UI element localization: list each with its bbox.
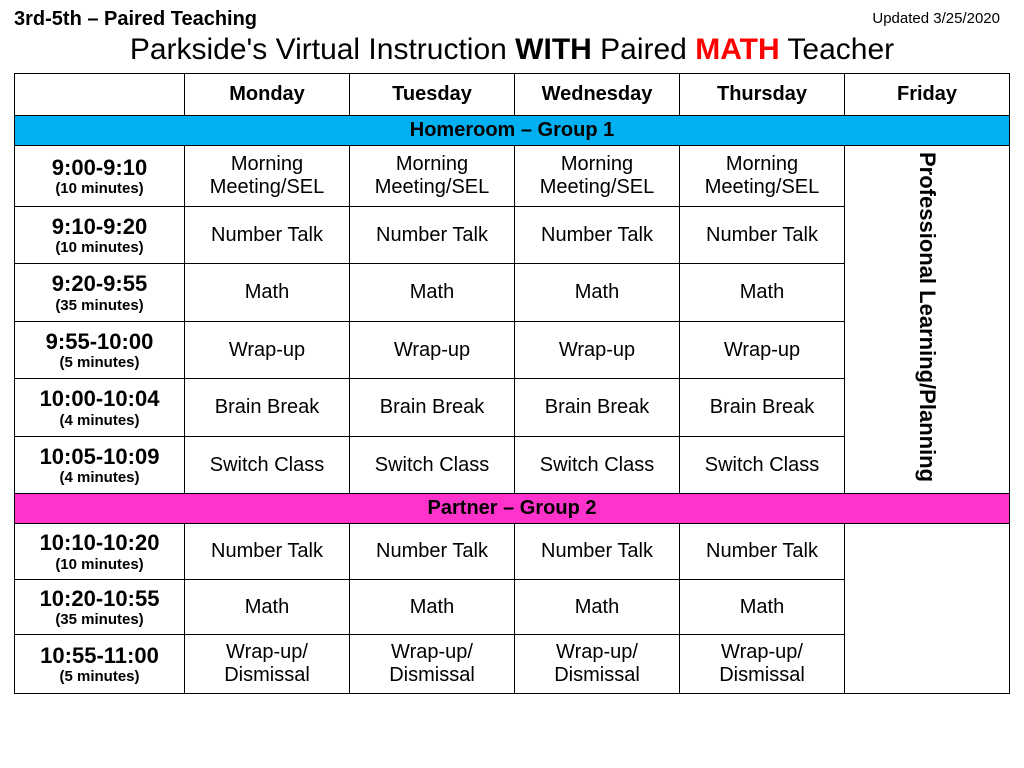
time-cell: 10:00-10:04 (4 minutes) [15,379,185,436]
cell-thu: Math [680,579,845,635]
banner-group2: Partner – Group 2 [15,494,1010,524]
header-row: Monday Tuesday Wednesday Thursday Friday [15,74,1010,116]
cell-mon: Math [185,264,350,321]
cell-wed: Morning Meeting/SEL [515,146,680,207]
time-dur: (10 minutes) [17,556,182,573]
cell-wed: Wrap-up [515,321,680,378]
header-left: 3rd-5th – Paired Teaching [14,8,257,31]
cell-tue: Number Talk [350,524,515,580]
cell-tue: Brain Break [350,379,515,436]
cell-wed: Switch Class [515,436,680,494]
page-title: Parkside's Virtual Instruction WITH Pair… [14,33,1010,67]
cell-thu: Number Talk [680,207,845,264]
cell-wed: Number Talk [515,524,680,580]
cell-thu: Brain Break [680,379,845,436]
col-mon: Monday [185,74,350,116]
time-cell: 9:10-9:20 (10 minutes) [15,207,185,264]
time-dur: (5 minutes) [17,354,182,371]
title-with: WITH [515,33,592,66]
friday-cell: Professional Learning/Planning [845,146,1010,494]
table-row: 10:10-10:20 (10 minutes) Number Talk Num… [15,524,1010,580]
time-cell: 10:20-10:55 (35 minutes) [15,579,185,635]
cell-wed: Math [515,264,680,321]
time-dur: (10 minutes) [17,239,182,256]
time-cell: 10:05-10:09 (4 minutes) [15,436,185,494]
col-thu: Thursday [680,74,845,116]
title-pre: Parkside's Virtual Instruction [130,33,515,66]
time-range: 9:20-9:55 [17,271,182,296]
title-math: MATH [695,33,779,66]
time-dur: (35 minutes) [17,297,182,314]
cell-tue: Math [350,579,515,635]
cell-wed: Brain Break [515,379,680,436]
time-dur: (10 minutes) [17,180,182,197]
cell-mon: Wrap-up [185,321,350,378]
cell-tue: Morning Meeting/SEL [350,146,515,207]
time-range: 10:10-10:20 [17,530,182,555]
schedule-table: Monday Tuesday Wednesday Thursday Friday… [14,73,1010,694]
cell-thu: Switch Class [680,436,845,494]
header-right: Updated 3/25/2020 [872,8,1010,27]
col-tue: Tuesday [350,74,515,116]
time-range: 10:00-10:04 [17,386,182,411]
cell-mon: Wrap-up/ Dismissal [185,635,350,694]
cell-thu: Wrap-up [680,321,845,378]
time-range: 9:10-9:20 [17,214,182,239]
friday-cell-blank [845,524,1010,694]
cell-wed: Number Talk [515,207,680,264]
cell-mon: Number Talk [185,207,350,264]
time-dur: (35 minutes) [17,611,182,628]
cell-tue: Number Talk [350,207,515,264]
cell-thu: Math [680,264,845,321]
cell-tue: Switch Class [350,436,515,494]
time-dur: (4 minutes) [17,469,182,486]
title-post: Teacher [780,33,895,66]
cell-thu: Morning Meeting/SEL [680,146,845,207]
time-cell: 9:20-9:55 (35 minutes) [15,264,185,321]
time-cell: 10:10-10:20 (10 minutes) [15,524,185,580]
time-range: 9:00-9:10 [17,155,182,180]
cell-tue: Wrap-up [350,321,515,378]
time-cell: 9:55-10:00 (5 minutes) [15,321,185,378]
col-time-blank [15,74,185,116]
friday-label: Professional Learning/Planning [913,152,941,482]
time-cell: 9:00-9:10 (10 minutes) [15,146,185,207]
col-fri: Friday [845,74,1010,116]
cell-mon: Brain Break [185,379,350,436]
time-cell: 10:55-11:00 (5 minutes) [15,635,185,694]
banner-group2-label: Partner – Group 2 [15,494,1010,524]
time-range: 10:55-11:00 [17,643,182,668]
title-mid: Paired [592,33,695,66]
cell-mon: Math [185,579,350,635]
time-dur: (5 minutes) [17,668,182,685]
time-dur: (4 minutes) [17,412,182,429]
cell-tue: Math [350,264,515,321]
banner-group1-label: Homeroom – Group 1 [15,116,1010,146]
time-range: 10:05-10:09 [17,444,182,469]
cell-mon: Switch Class [185,436,350,494]
table-row: 9:00-9:10 (10 minutes) Morning Meeting/S… [15,146,1010,207]
banner-group1: Homeroom – Group 1 [15,116,1010,146]
cell-thu: Number Talk [680,524,845,580]
cell-mon: Morning Meeting/SEL [185,146,350,207]
cell-wed: Math [515,579,680,635]
cell-wed: Wrap-up/ Dismissal [515,635,680,694]
cell-tue: Wrap-up/ Dismissal [350,635,515,694]
cell-mon: Number Talk [185,524,350,580]
time-range: 9:55-10:00 [17,329,182,354]
time-range: 10:20-10:55 [17,586,182,611]
cell-thu: Wrap-up/ Dismissal [680,635,845,694]
col-wed: Wednesday [515,74,680,116]
